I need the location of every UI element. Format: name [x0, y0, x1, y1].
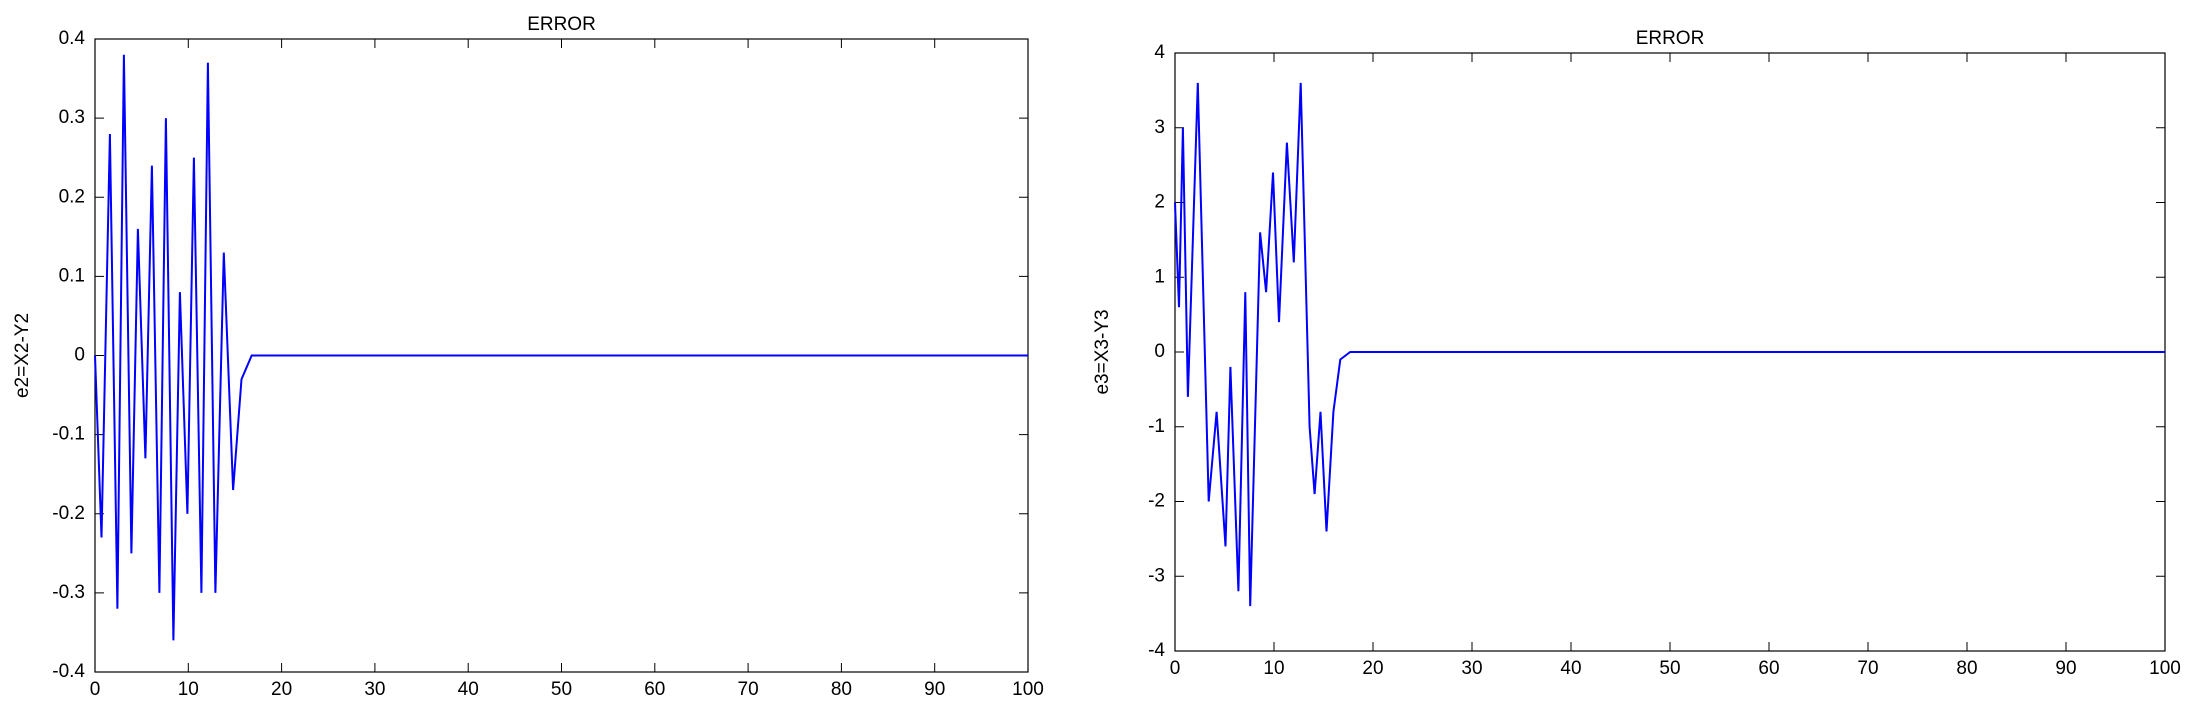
x-tick-label: 70	[1857, 658, 1878, 679]
x-tick-label: 100	[1012, 679, 1044, 700]
chart-title: ERROR	[1636, 28, 1705, 49]
x-tick-label: 30	[1461, 658, 1482, 679]
y-tick-label: -4	[1148, 640, 1165, 661]
y-tick-label: -3	[1148, 565, 1165, 586]
y-tick-label: 3	[1154, 117, 1165, 138]
data-line	[94, 54, 1028, 641]
y-tick-label: 0	[1154, 341, 1165, 362]
x-tick-label: 60	[1758, 658, 1779, 679]
y-tick-label: -2	[1148, 491, 1165, 512]
y-tick-label: 0	[74, 345, 85, 366]
chart-title: ERROR	[527, 14, 596, 35]
x-tick-label: 60	[644, 679, 665, 700]
x-tick-label: 50	[551, 679, 572, 700]
x-tick-label: 40	[458, 679, 479, 700]
y-tick-label: -1	[1148, 416, 1165, 437]
x-tick-label: 70	[738, 679, 759, 700]
y-tick-label: 4	[1154, 42, 1165, 63]
x-tick-label: 50	[1659, 658, 1680, 679]
y-tick-label: -0.4	[52, 661, 85, 682]
x-tick-label: 90	[2055, 658, 2076, 679]
y-tick-label: 0.3	[59, 107, 85, 128]
y-tick-label: -0.2	[52, 503, 85, 524]
x-tick-label: 30	[364, 679, 385, 700]
x-tick-label: 0	[1170, 658, 1181, 679]
y-tick-label: 0.1	[59, 265, 85, 286]
y-tick-label: 0.2	[59, 186, 85, 207]
x-tick-label: 80	[831, 679, 852, 700]
y-tick-label: -0.1	[52, 424, 85, 445]
x-tick-label: 100	[2149, 658, 2181, 679]
data-line	[1174, 82, 2165, 607]
x-tick-label: 20	[271, 679, 292, 700]
x-tick-label: 80	[1956, 658, 1977, 679]
y-axis-label: e3=X3-Y3	[1092, 309, 1113, 394]
y-tick-label: 2	[1154, 192, 1165, 213]
x-tick-label: 40	[1560, 658, 1581, 679]
y-tick-label: 0.4	[59, 28, 86, 49]
x-tick-label: 20	[1362, 658, 1383, 679]
y-tick-label: -0.3	[52, 582, 85, 603]
x-tick-label: 10	[1263, 658, 1284, 679]
x-tick-label: 90	[924, 679, 945, 700]
x-tick-label: 10	[178, 679, 199, 700]
y-tick-label: 1	[1154, 266, 1165, 287]
x-tick-label: 0	[90, 679, 101, 700]
y-axis-label: e2=X2-Y2	[12, 313, 33, 398]
